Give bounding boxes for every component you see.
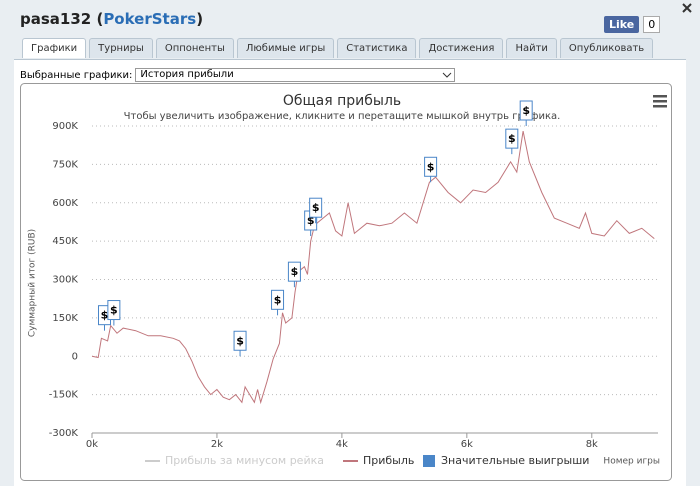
- y-tick-label: -150K: [49, 390, 79, 401]
- flag-label: $: [291, 265, 299, 278]
- marker-flag: $: [233, 330, 247, 357]
- selector-value: История прибыли: [140, 69, 234, 80]
- marker-flag: $: [107, 300, 121, 326]
- chart-subtitle: Чтобы увеличить изображение, кликните и …: [124, 111, 561, 122]
- like-count: 0: [643, 16, 661, 33]
- y-tick-label: 150K: [52, 313, 78, 324]
- y-tick-label: 0: [72, 351, 78, 362]
- flag-label: $: [508, 132, 516, 145]
- y-tick-label: 750K: [52, 159, 78, 170]
- flag: [107, 300, 121, 321]
- site-link[interactable]: PokerStars: [103, 10, 197, 28]
- flag-label: $: [274, 293, 282, 306]
- flag-label: $: [312, 201, 320, 214]
- marker-flag: $: [519, 100, 533, 126]
- legend-label[interactable]: Прибыль: [363, 454, 414, 467]
- y-tick-label: -300K: [49, 428, 79, 439]
- y-tick-label: 300K: [52, 275, 78, 286]
- legend-swatch: [423, 455, 435, 467]
- x-tick-label: 0k: [86, 439, 98, 450]
- marker-flag: $: [287, 261, 301, 288]
- flag: [287, 261, 301, 282]
- chart: Общая прибыль Чтобы увеличить изображени…: [20, 83, 672, 481]
- tab-bar: Графики Турниры Оппоненты Любимые игры Стати…: [22, 38, 654, 58]
- tab[interactable]: Турниры: [89, 38, 153, 58]
- marker-flag: $: [271, 289, 285, 316]
- legend-label[interactable]: Значительные выигрыши: [441, 454, 589, 467]
- flag-label: $: [236, 334, 244, 347]
- close-button[interactable]: [682, 3, 692, 13]
- y-tick-label: 600K: [52, 198, 78, 209]
- header-title: pasa132 (PokerStars): [20, 10, 203, 28]
- x-tick-label: 4k: [336, 439, 348, 450]
- flag: [233, 330, 247, 351]
- flag-label: $: [110, 304, 118, 317]
- flag-label: $: [307, 214, 315, 227]
- user: pasa132 (: [20, 10, 104, 28]
- menu-icon[interactable]: [653, 95, 667, 108]
- marker-flag: $: [309, 197, 323, 224]
- flag: [519, 100, 533, 121]
- marker-flag: $: [505, 128, 519, 155]
- flag: [309, 197, 323, 218]
- chart-selector: Выбранные графики: История прибыли: [20, 68, 456, 82]
- x-tick-label: 2k: [211, 439, 223, 450]
- tab[interactable]: Достижения: [419, 38, 504, 58]
- tab[interactable]: Опубликовать: [559, 38, 654, 58]
- y-tick-label: 450K: [52, 236, 78, 247]
- paren: ): [196, 10, 204, 28]
- x-axis-label: Номер игры: [603, 457, 660, 467]
- like-widget: Like 0: [604, 16, 661, 33]
- flag-label: $: [522, 104, 530, 117]
- selector-dropdown[interactable]: История прибыли: [135, 68, 456, 82]
- tab[interactable]: Любимые игры: [236, 38, 335, 58]
- tab[interactable]: Статистика: [337, 38, 417, 58]
- flag-label: $: [101, 309, 109, 322]
- selector-label: Выбранные графики:: [20, 69, 133, 81]
- flag-label: $: [427, 160, 435, 173]
- flag: [424, 156, 438, 177]
- legend-label[interactable]: Прибыль за минусом рейка: [165, 454, 324, 467]
- y-axis-label: Суммарный итог (RUB): [28, 229, 38, 337]
- tab[interactable]: Найти: [506, 38, 557, 58]
- profit-line: [91, 131, 655, 405]
- tab[interactable]: Оппоненты: [155, 38, 234, 58]
- flag: [271, 289, 285, 310]
- chart-frame: [20, 83, 672, 481]
- marker-flag: $: [424, 156, 438, 183]
- like-button[interactable]: Like: [604, 16, 640, 33]
- tab[interactable]: Графики: [22, 38, 87, 58]
- x-tick-label: 8k: [586, 439, 598, 450]
- dropdown-arrow: [443, 72, 452, 78]
- x-tick-label: 6k: [461, 439, 473, 450]
- chart-title: Общая прибыль: [283, 93, 401, 109]
- y-tick-label: 900K: [52, 121, 78, 132]
- flag: [505, 128, 519, 149]
